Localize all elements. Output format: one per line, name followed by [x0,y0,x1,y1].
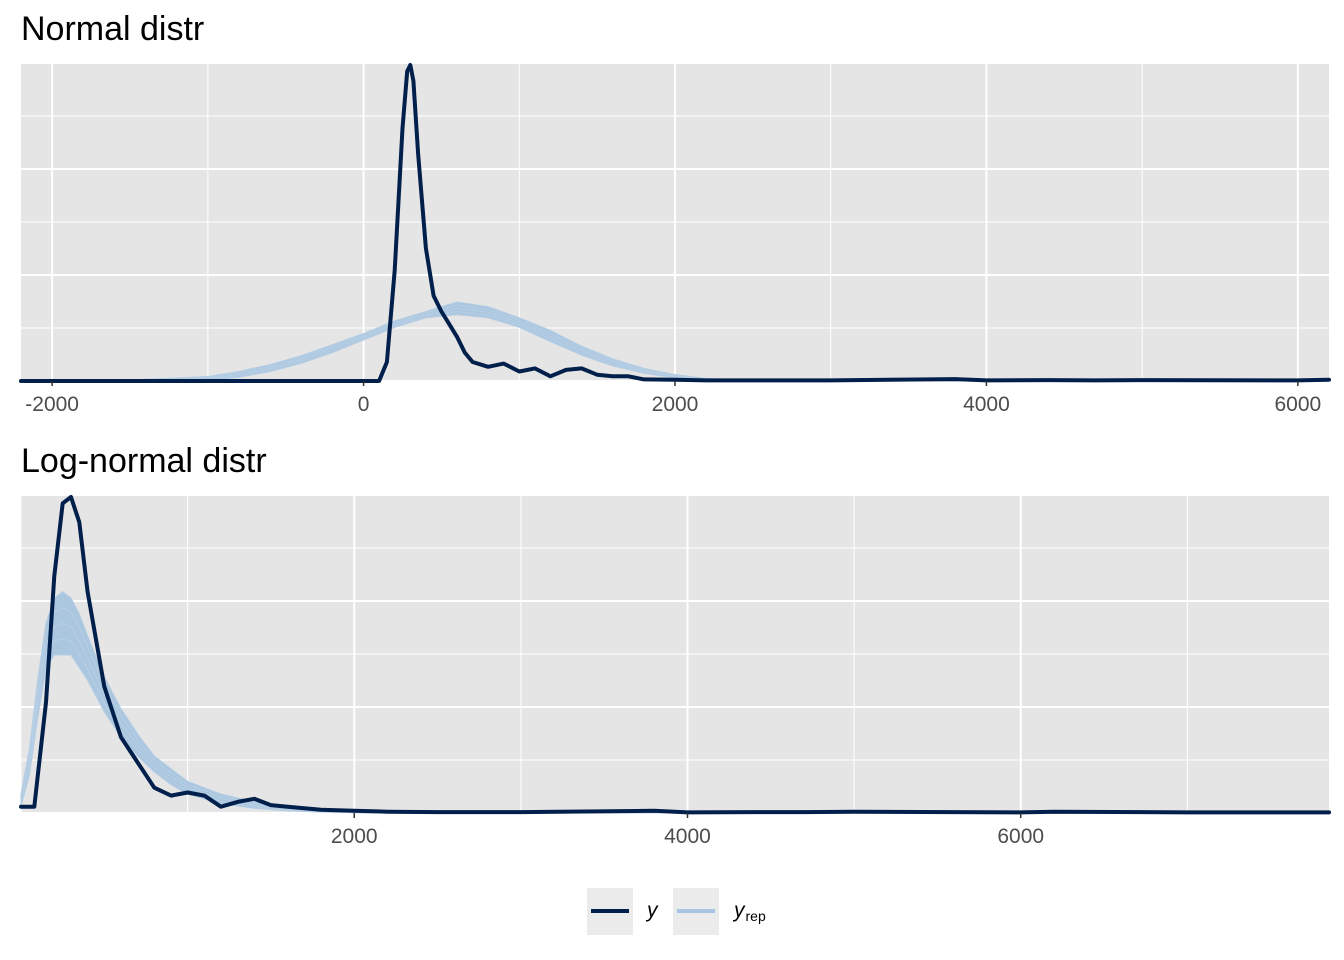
legend-label-yrep-main: y [732,899,746,922]
x-axis-ticks: 2000 4000 6000 [331,813,1044,848]
legend-label-yrep-sub: rep [746,908,766,924]
x-tick-label: 2000 [652,393,699,416]
legend-label-yrep: yrep [732,899,766,924]
legend-label-y: y [645,899,659,922]
yrep-line [20,301,1330,382]
chart-title-lognormal: Log-normal distr [21,442,267,480]
y-series [19,495,1331,815]
yrep-line [21,314,1329,382]
x-tick-label: -2000 [25,393,79,416]
yrep-line [20,307,1330,382]
yrep-line [20,310,1330,382]
y-series [19,63,1331,383]
y-line [19,63,1331,383]
yrep-line [20,304,1330,382]
x-tick-label: 4000 [664,825,711,848]
yrep-band [20,301,1330,382]
panel-normal: -2000 0 2000 4000 6000 [19,62,1331,416]
chart-title-normal: Normal distr [21,10,204,48]
x-tick-label: 0 [358,393,370,416]
y-line [19,495,1331,815]
x-tick-label: 4000 [963,393,1010,416]
x-tick-label: 6000 [1274,393,1321,416]
panel-lognormal: 2000 4000 6000 [19,494,1331,848]
legend: y yrep [587,888,766,935]
x-tick-label: 6000 [997,825,1044,848]
x-tick-label: 2000 [331,825,378,848]
x-axis-ticks: -2000 0 2000 4000 6000 [25,381,1321,416]
grid-lines [20,494,1329,814]
